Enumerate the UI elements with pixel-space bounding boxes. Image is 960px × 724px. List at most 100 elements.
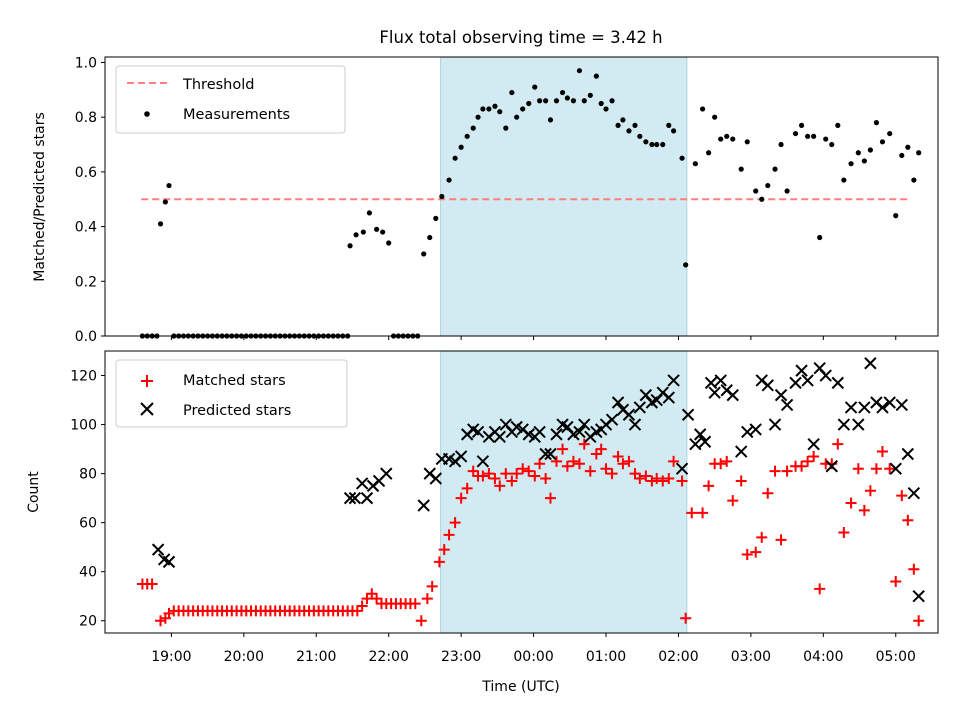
matched-star-point xyxy=(617,458,629,470)
measurement-point xyxy=(683,262,689,268)
top-ytick-label: 0.2 xyxy=(75,274,97,290)
bottom-legend-box xyxy=(115,359,348,428)
matched-star-point xyxy=(651,473,663,485)
bottom-xtick-label: 22:00 xyxy=(369,649,409,665)
matched-star-point xyxy=(567,455,579,467)
measurement-point xyxy=(547,117,554,123)
matched-star-point xyxy=(449,517,461,529)
predicted-star-point xyxy=(611,396,625,409)
bottom-legend-predicted-label: Predicted stars xyxy=(183,403,291,419)
matched-star-point xyxy=(606,468,618,480)
measurement-point xyxy=(778,141,784,148)
matched-star-point xyxy=(796,460,808,472)
matched-star-point xyxy=(703,480,715,492)
matched-star-point xyxy=(467,465,479,477)
matched-star-point xyxy=(494,480,506,492)
matched-star-point xyxy=(540,473,552,485)
matched-star-point xyxy=(573,458,585,470)
measurement-point xyxy=(855,150,861,156)
predicted-star-point xyxy=(726,388,739,402)
matched-star-point xyxy=(756,531,768,543)
matched-star-point xyxy=(477,470,489,482)
matched-star-point xyxy=(578,438,590,450)
matched-star-point xyxy=(544,492,556,504)
bottom-legend-predicted-swatch xyxy=(140,402,154,416)
predicted-star-point xyxy=(789,376,802,390)
measurement-point xyxy=(699,106,706,112)
measurement-point xyxy=(475,114,481,120)
predicted-star-point xyxy=(605,413,619,426)
measurement-point xyxy=(576,68,583,74)
measurement-point xyxy=(166,182,172,189)
measurement-point xyxy=(835,122,841,128)
top-axes-frame xyxy=(104,56,939,337)
bottom-xtick-label: 05:00 xyxy=(876,649,916,665)
bottom-axes-frame xyxy=(104,350,939,634)
measurement-point xyxy=(587,92,593,98)
predicted-star-point xyxy=(662,391,675,404)
predicted-star-point xyxy=(768,418,782,431)
predicted-star-point xyxy=(544,447,557,461)
measurement-point xyxy=(823,136,829,142)
bottom-legend: Matched stars Predicted stars xyxy=(115,359,348,428)
bottom-ytick-label: 60 xyxy=(79,516,97,532)
top-ylabel: Matched/Predicted stars xyxy=(32,112,48,282)
matched-star-point xyxy=(557,443,569,455)
matched-star-point xyxy=(913,615,925,627)
matched-star-point xyxy=(415,615,427,627)
predicted-star-point xyxy=(889,462,902,475)
matched-star-point xyxy=(623,455,635,467)
predicted-star-point xyxy=(689,437,702,451)
measurement-point xyxy=(615,122,621,128)
predicted-star-point xyxy=(380,467,393,480)
matched-star-point xyxy=(802,455,814,467)
measurement-point xyxy=(509,89,515,96)
bottom-xtick-label: 01:00 xyxy=(586,649,626,665)
measurement-point xyxy=(503,125,509,131)
matched-star-point xyxy=(735,475,747,487)
top-ytick-label: 0.4 xyxy=(75,220,97,236)
matched-star-point xyxy=(600,463,612,475)
measurement-point xyxy=(899,152,905,159)
measurement-point xyxy=(386,240,392,246)
matched-star-point xyxy=(371,593,383,605)
measurement-point xyxy=(609,98,615,104)
top-legend-box xyxy=(115,65,346,134)
matched-star-point xyxy=(858,504,870,516)
predicted-star-point xyxy=(417,499,430,512)
predicted-star-point xyxy=(628,418,642,431)
predicted-star-point xyxy=(429,472,442,485)
measurement-point xyxy=(581,98,587,104)
measurement-point xyxy=(553,98,560,104)
measurement-point xyxy=(626,128,632,134)
bottom-xtick-label: 04:00 xyxy=(803,649,843,665)
measurement-point xyxy=(867,147,873,153)
bottom-shaded-interval xyxy=(440,350,688,634)
matched-star-point xyxy=(351,605,363,617)
top-legend-measurements-label: Measurements xyxy=(183,107,290,123)
matched-star-point xyxy=(409,598,421,610)
measurement-point xyxy=(520,106,526,112)
measurement-point xyxy=(526,100,532,107)
predicted-star-point xyxy=(533,425,546,439)
predicted-star-point xyxy=(795,364,808,377)
matched-star-point xyxy=(584,465,596,477)
measurement-point xyxy=(632,122,638,128)
measurement-point xyxy=(848,161,854,167)
predicted-star-point xyxy=(471,425,485,439)
matched-star-point xyxy=(741,549,753,561)
predicted-star-point xyxy=(675,462,689,475)
predicted-star-point xyxy=(622,408,636,421)
matched-star-point xyxy=(845,497,857,509)
predicted-star-point xyxy=(825,460,838,473)
measurement-point xyxy=(492,103,498,109)
predicted-star-point xyxy=(864,357,877,370)
predicted-star-point xyxy=(578,418,591,431)
measurement-point xyxy=(620,117,626,123)
matched-star-point xyxy=(443,529,455,541)
predicted-star-point xyxy=(151,543,165,556)
matched-star-point xyxy=(483,468,495,480)
predicted-star-point xyxy=(844,401,858,414)
measurement-point xyxy=(537,98,543,104)
matched-star-point xyxy=(814,583,826,595)
